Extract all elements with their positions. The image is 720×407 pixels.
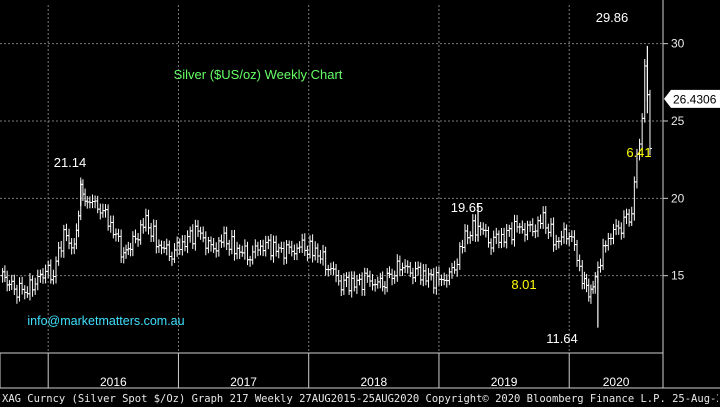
y-tick-label: 30 [671,37,685,51]
y-tick-label: 25 [671,114,685,128]
watermark-email: info@marketmatters.com.au [27,314,184,328]
annotation-label: 29.86 [596,10,629,25]
last-price-tag [664,89,720,108]
annotation-label: 11.64 [546,331,578,346]
x-tick-label: 2016 [100,375,127,389]
x-tick-label: 2020 [603,375,630,389]
axes: 15 20 25 30 2016 2017 2018 2019 2020 [0,0,720,389]
x-tick-label: 2018 [360,375,387,389]
annotation-label: 19.65 [451,200,484,215]
last-price-label: 26.4306 [673,92,717,106]
chart-footer: XAG Curncy (Silver Spot $/Oz) Graph 217 … [2,393,718,405]
chart-title: Silver ($US/oz) Weekly Chart [174,67,343,82]
annotation-label: 6.41 [626,145,651,160]
y-tick-label: 20 [671,191,685,205]
chart-labels: Silver ($US/oz) Weekly Chart info@marketm… [27,10,720,346]
price-bars [0,45,652,328]
x-tick-label: 2019 [491,375,518,389]
annotation-label: 8.01 [511,277,536,292]
annotation-label: 21.14 [54,155,87,170]
y-tick-label: 15 [671,269,685,283]
x-tick-label: 2017 [230,375,257,389]
chart-grid [0,5,663,353]
